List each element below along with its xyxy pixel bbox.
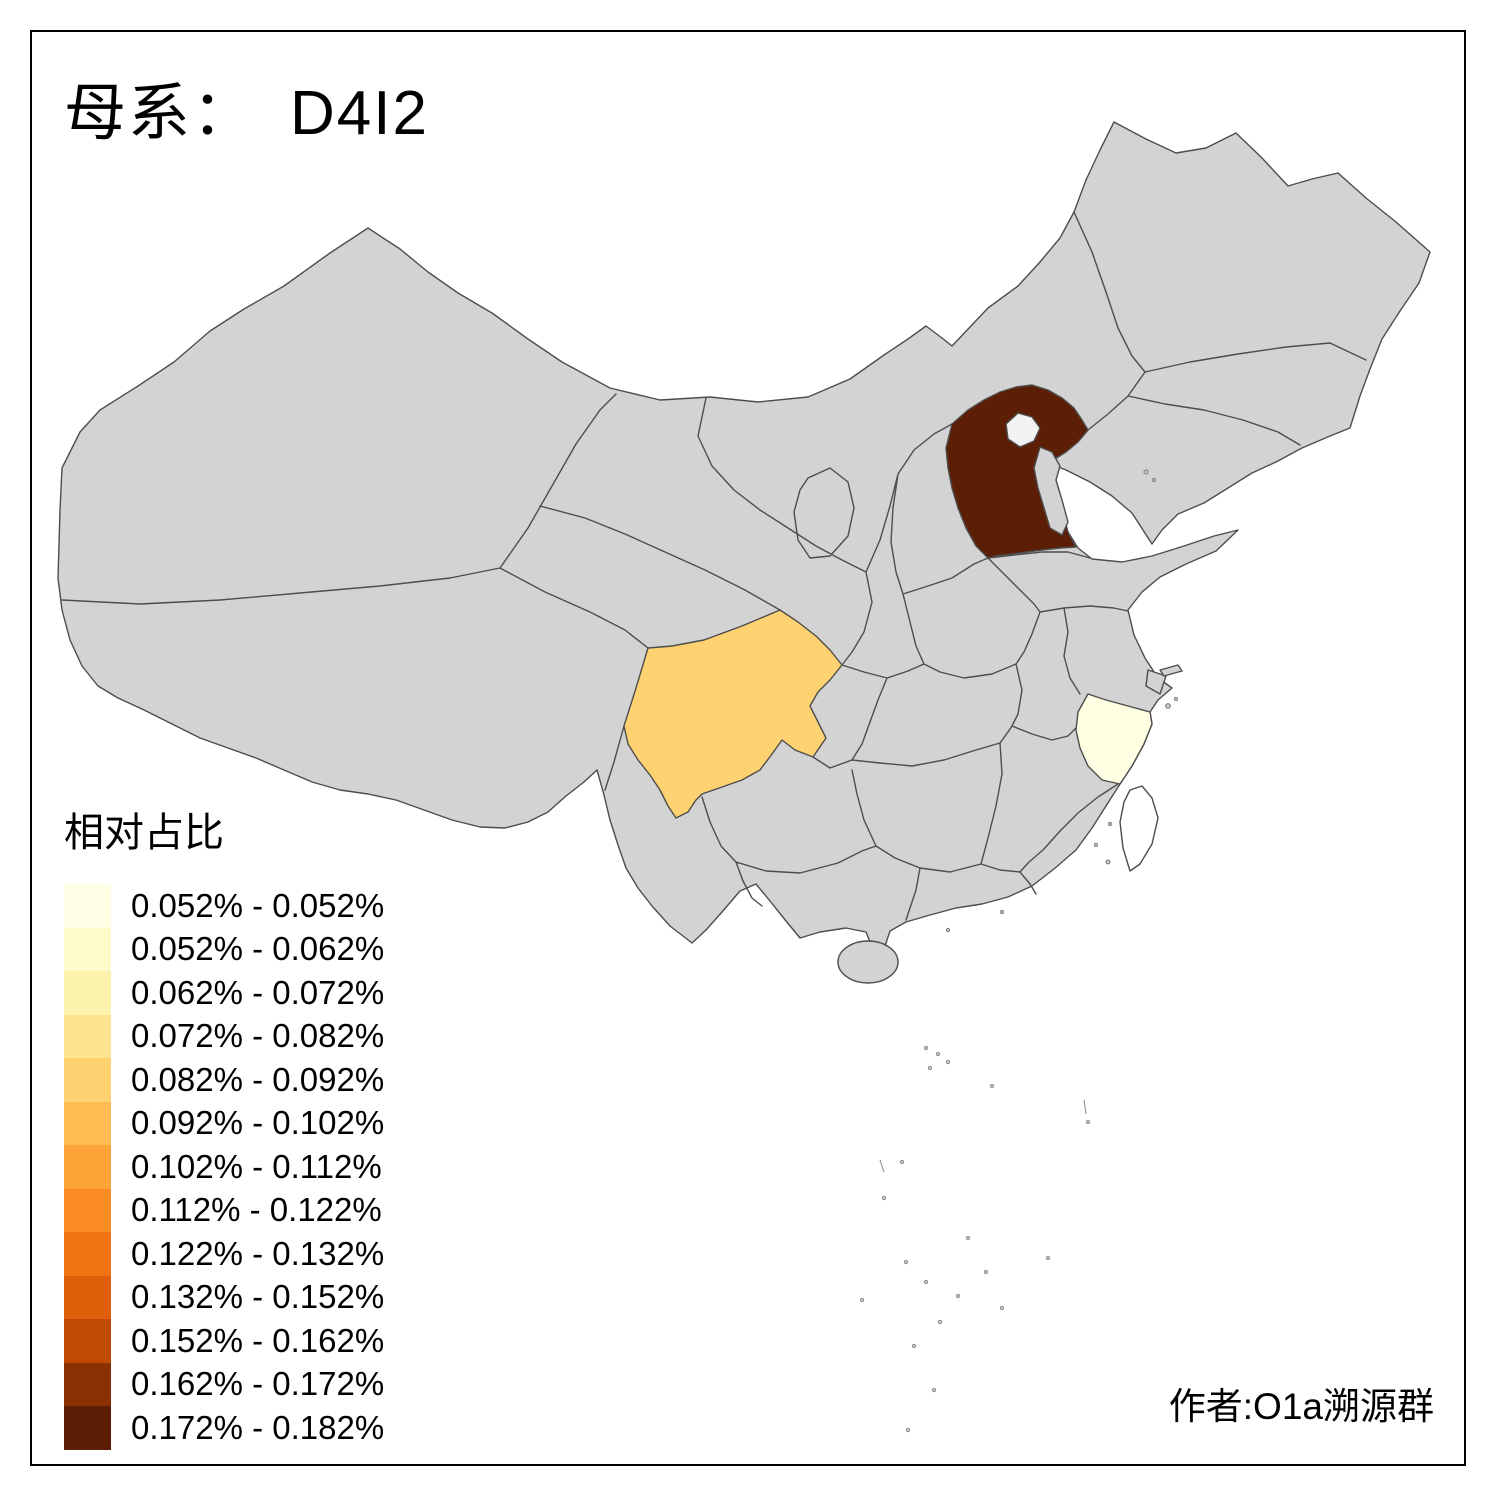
page-title: 母系： D4I2	[64, 62, 429, 152]
legend: 相对占比 0.052% - 0.052% 0.052% - 0.062% 0.0…	[64, 800, 384, 1450]
region-sichuan	[623, 609, 843, 819]
legend-item: 0.072% - 0.082%	[64, 1014, 385, 1058]
legend-label: 0.122% - 0.132%	[131, 1234, 385, 1272]
legend-item: 0.122% - 0.132%	[64, 1232, 384, 1276]
legend-item: 0.052% - 0.052%	[64, 884, 384, 928]
legend-swatch	[64, 884, 111, 928]
legend-item: 0.162% - 0.172%	[64, 1362, 385, 1406]
legend-label: 0.092% - 0.102%	[131, 1104, 385, 1142]
title-prefix: 母系：	[64, 80, 257, 148]
region-tianjin	[1033, 446, 1069, 536]
legend-item: 0.102% - 0.112%	[64, 1145, 384, 1189]
legend-item: 0.092% - 0.102%	[64, 1101, 385, 1145]
legend-item: 0.132% - 0.152%	[64, 1275, 385, 1319]
legend-label: 0.052% - 0.052%	[131, 886, 385, 924]
legend-swatch	[64, 1101, 111, 1145]
region-beijing	[1005, 412, 1041, 448]
region-shanghai	[1145, 669, 1167, 695]
legend-item: 0.062% - 0.072%	[64, 971, 384, 1015]
south-china-sea-islets	[859, 1045, 1091, 1433]
chongming-island	[1159, 664, 1183, 677]
legend-label: 0.052% - 0.062%	[131, 930, 385, 968]
legend-label: 0.082% - 0.092%	[131, 1060, 385, 1098]
legend-swatch	[64, 1058, 111, 1102]
legend-swatch	[64, 1319, 111, 1363]
legend-swatch	[64, 1014, 111, 1058]
legend-label: 0.062% - 0.072%	[131, 973, 385, 1011]
legend-item: 0.172% - 0.182%	[64, 1406, 384, 1450]
legend-label: 0.172% - 0.182%	[131, 1408, 385, 1446]
legend-swatch	[64, 1145, 111, 1189]
legend-label: 0.102% - 0.112%	[131, 1147, 382, 1185]
legend-label: 0.072% - 0.082%	[131, 1017, 385, 1055]
legend-swatch	[64, 1232, 111, 1276]
coastal-islets	[945, 469, 1179, 933]
legend-label: 0.152% - 0.162%	[131, 1321, 385, 1359]
legend-item: 0.052% - 0.062%	[64, 927, 385, 971]
province-borders	[61, 211, 1367, 921]
legend-swatch	[64, 1362, 111, 1406]
attribution: 作者:O1a溯源群	[1168, 1386, 1434, 1427]
legend-label: 0.132% - 0.152%	[131, 1278, 385, 1316]
legend-label: 0.112% - 0.122%	[131, 1191, 382, 1229]
legend-swatch	[64, 1275, 111, 1319]
legend-swatch	[64, 1188, 111, 1232]
taiwan-island	[1119, 785, 1159, 872]
legend-label: 0.162% - 0.172%	[131, 1365, 385, 1403]
legend-swatch	[64, 927, 111, 971]
region-zhejiang	[1075, 693, 1153, 785]
hainan-island	[837, 940, 899, 984]
legend-item: 0.082% - 0.092%	[64, 1058, 384, 1102]
legend-swatch	[64, 1406, 111, 1450]
legend-title: 相对占比	[64, 810, 224, 855]
legend-swatch	[64, 971, 111, 1015]
legend-item: 0.112% - 0.122%	[64, 1188, 384, 1232]
plot-border	[30, 30, 1466, 1466]
title-value: D4I2	[290, 79, 429, 148]
legend-item: 0.152% - 0.162%	[64, 1319, 384, 1363]
